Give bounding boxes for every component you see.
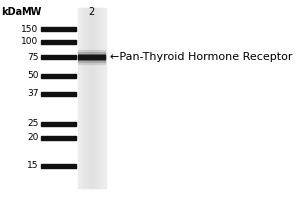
Bar — [98, 8, 99, 188]
Text: MW: MW — [21, 7, 41, 17]
Text: 100: 100 — [21, 38, 38, 46]
Bar — [79, 52, 105, 62]
Bar — [41, 27, 76, 31]
Bar — [105, 8, 106, 188]
Bar — [91, 8, 92, 188]
Bar — [79, 50, 105, 64]
Text: 20: 20 — [27, 134, 38, 142]
Bar — [102, 8, 103, 188]
Text: 75: 75 — [27, 52, 38, 62]
Text: ←Pan-Thyroid Hormone Receptor: ←Pan-Thyroid Hormone Receptor — [110, 52, 292, 62]
Bar — [96, 8, 98, 188]
Bar — [88, 8, 89, 188]
Bar — [41, 92, 76, 96]
Text: kDa: kDa — [1, 7, 22, 17]
Bar — [95, 8, 96, 188]
Bar — [41, 55, 76, 59]
Bar — [41, 136, 76, 140]
Bar — [82, 8, 83, 188]
Bar — [86, 8, 88, 188]
Bar — [41, 40, 76, 44]
Text: 25: 25 — [27, 119, 38, 129]
Bar — [103, 8, 105, 188]
Bar — [41, 74, 76, 78]
Bar — [89, 8, 91, 188]
Bar — [79, 8, 81, 188]
Text: 2: 2 — [88, 7, 95, 17]
Text: 15: 15 — [27, 162, 38, 170]
Bar — [92, 8, 93, 188]
Bar — [85, 8, 86, 188]
Bar — [83, 8, 85, 188]
Bar — [99, 8, 100, 188]
Bar — [100, 8, 102, 188]
Bar — [93, 8, 95, 188]
Bar — [41, 122, 76, 126]
Bar — [79, 54, 105, 60]
Bar — [79, 55, 105, 59]
Text: 150: 150 — [21, 24, 38, 33]
Bar — [81, 8, 82, 188]
Text: 50: 50 — [27, 72, 38, 80]
Bar — [78, 8, 79, 188]
Bar — [41, 164, 76, 168]
Text: 37: 37 — [27, 90, 38, 98]
